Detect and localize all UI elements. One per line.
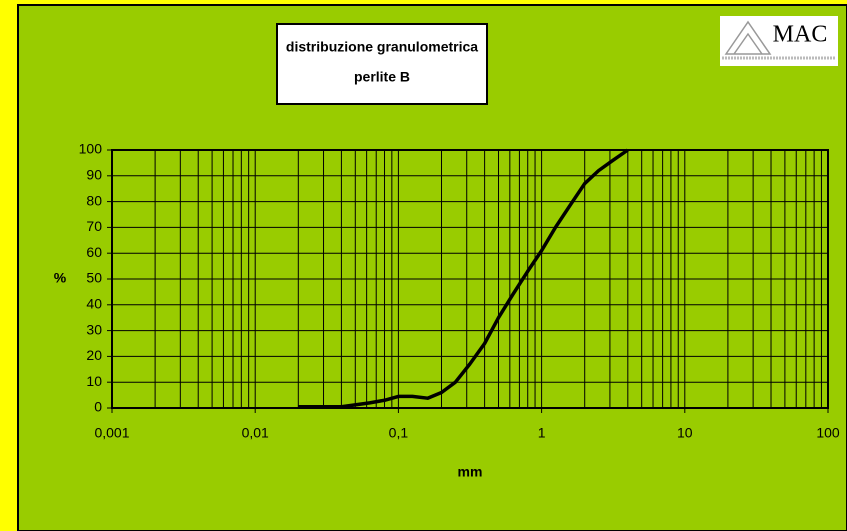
chart-title: distribuzione granulometrica xyxy=(286,39,478,55)
y-axis-label: % xyxy=(54,270,67,286)
title-box xyxy=(276,23,488,105)
x-tick-label: 0,001 xyxy=(94,425,129,441)
y-tick-label: 10 xyxy=(86,373,102,389)
y-tick-label: 50 xyxy=(86,270,102,286)
y-tick-label: 60 xyxy=(86,244,102,260)
x-tick-label: 1 xyxy=(538,425,546,441)
y-tick-label: 40 xyxy=(86,296,102,312)
x-tick-label: 10 xyxy=(677,425,693,441)
logo-icon xyxy=(724,20,772,55)
x-tick-label: 0,01 xyxy=(242,425,269,441)
y-tick-label: 0 xyxy=(94,399,102,415)
plot-frame xyxy=(111,149,829,409)
y-tick-label: 90 xyxy=(86,167,102,183)
x-axis-label: mm xyxy=(458,464,483,480)
y-tick-label: 100 xyxy=(79,141,103,157)
y-tick-label: 80 xyxy=(86,192,102,208)
x-tick-label: 100 xyxy=(816,425,840,441)
chart-subtitle: perlite B xyxy=(354,69,410,85)
y-tick-label: 30 xyxy=(86,321,102,337)
x-tick-label: 0,1 xyxy=(389,425,409,441)
data-line xyxy=(298,148,629,409)
y-tick-label: 20 xyxy=(86,347,102,363)
y-tick-label: 70 xyxy=(86,218,102,234)
logo-text: MAC xyxy=(773,22,828,48)
